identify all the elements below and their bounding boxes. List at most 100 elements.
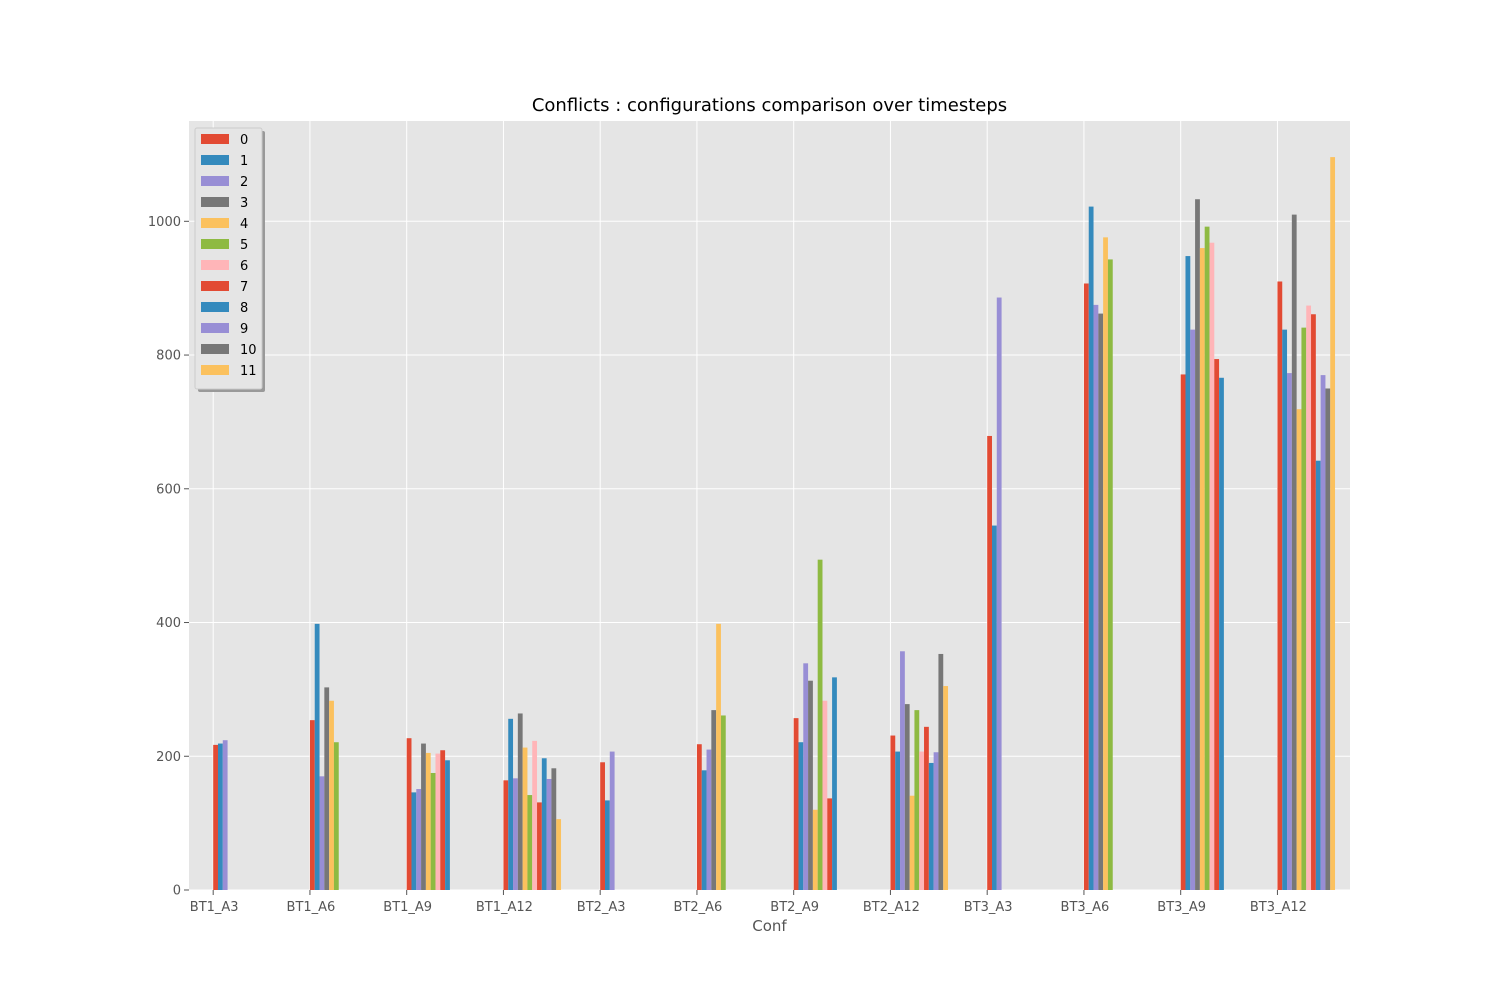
bar xyxy=(411,792,417,890)
x-tick-label: BT2_A12 xyxy=(863,900,920,915)
legend: 0 1 2 3 4 5 6 7 8 9 10 11 xyxy=(194,127,265,392)
x-tick-label: BT3_A3 xyxy=(964,900,1013,915)
bar xyxy=(532,740,538,890)
legend-label: 11 xyxy=(240,364,257,379)
bar xyxy=(435,753,441,890)
bar xyxy=(1098,313,1104,890)
y-tick-label: 1000 xyxy=(148,215,181,230)
plot-area xyxy=(189,121,1350,890)
bar xyxy=(812,809,818,890)
bar xyxy=(333,742,339,890)
legend-label: 3 xyxy=(240,196,248,211)
x-tick-label: BT1_A6 xyxy=(287,900,336,915)
bar xyxy=(324,687,330,890)
legend-swatch xyxy=(201,281,229,291)
bar xyxy=(604,800,610,890)
x-tick-label: BT1_A3 xyxy=(190,900,239,915)
x-tick-label: BT2_A3 xyxy=(577,900,626,915)
bar xyxy=(701,770,707,890)
bar xyxy=(1301,327,1307,890)
bar xyxy=(1311,314,1316,890)
legend-label: 8 xyxy=(240,301,248,316)
bar xyxy=(706,749,712,890)
bar xyxy=(1306,305,1312,890)
legend-swatch xyxy=(201,134,229,144)
bar xyxy=(803,663,809,890)
bar xyxy=(987,435,992,890)
bar xyxy=(329,700,334,890)
bar xyxy=(600,762,605,890)
chart-title: Conflicts : configurations comparison ov… xyxy=(532,95,1007,116)
bar xyxy=(928,762,934,890)
bar xyxy=(546,778,552,890)
bar xyxy=(1296,409,1302,890)
bar xyxy=(817,559,823,890)
bar xyxy=(445,760,450,890)
bar xyxy=(827,798,833,890)
x-tick-label: BT3_A6 xyxy=(1061,900,1110,915)
bar xyxy=(1088,206,1094,891)
bar xyxy=(1315,460,1321,890)
bar xyxy=(522,747,528,890)
bar xyxy=(1180,374,1186,890)
legend-swatch xyxy=(201,302,229,312)
bar xyxy=(1214,359,1220,890)
y-tick-label: 600 xyxy=(156,482,181,497)
bar xyxy=(1195,199,1200,890)
bar xyxy=(1291,214,1297,891)
bar xyxy=(1083,283,1089,890)
bar xyxy=(1190,329,1196,890)
bar xyxy=(551,768,557,890)
bar xyxy=(406,738,412,890)
bar xyxy=(904,704,910,890)
legend-swatch xyxy=(201,365,229,375)
bar xyxy=(808,680,813,890)
bar xyxy=(991,525,997,890)
legend-label: 9 xyxy=(240,322,248,337)
bar xyxy=(822,700,828,890)
bar xyxy=(696,744,702,890)
bars xyxy=(213,157,1336,891)
bar xyxy=(213,744,218,890)
legend-swatch xyxy=(201,176,229,186)
legend-label: 10 xyxy=(240,343,257,358)
bar xyxy=(1093,304,1099,890)
bar xyxy=(711,710,717,890)
legend-swatch xyxy=(201,344,229,354)
bar xyxy=(1277,281,1283,891)
bar xyxy=(720,715,726,890)
bar xyxy=(319,776,325,890)
bar xyxy=(909,795,915,890)
bar xyxy=(517,713,523,890)
bar xyxy=(513,778,518,890)
legend-swatch xyxy=(201,323,229,333)
bar xyxy=(1103,237,1108,891)
bar xyxy=(503,780,509,890)
bar xyxy=(416,789,422,890)
x-tick-label: BT2_A6 xyxy=(674,900,723,915)
bar xyxy=(609,751,615,890)
legend-label: 4 xyxy=(240,217,248,232)
bar xyxy=(996,297,1002,890)
x-tick-label: BT1_A12 xyxy=(476,900,533,915)
bar xyxy=(527,795,533,890)
bar xyxy=(217,743,223,890)
bar xyxy=(1107,259,1113,890)
bar xyxy=(1325,388,1331,890)
bar xyxy=(1209,242,1215,890)
x-tick-label: BT1_A9 xyxy=(383,900,432,915)
y-tick-label: 200 xyxy=(156,750,181,765)
legend-swatch xyxy=(201,260,229,270)
legend-label: 5 xyxy=(240,238,248,253)
bar xyxy=(309,720,315,890)
legend-swatch xyxy=(201,197,229,207)
bar xyxy=(440,750,446,890)
y-tick-label: 0 xyxy=(173,884,181,899)
legend-swatch xyxy=(201,239,229,249)
bar xyxy=(425,752,431,890)
bar xyxy=(793,718,799,890)
bar xyxy=(430,772,436,890)
bar xyxy=(895,751,901,890)
bar xyxy=(943,686,949,890)
